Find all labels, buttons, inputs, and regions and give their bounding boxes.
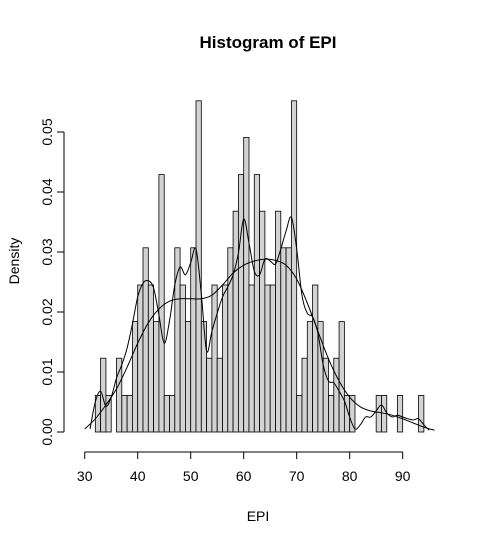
density-curve-wide — [84, 258, 435, 431]
histogram-bar-8 — [137, 284, 144, 433]
histogram-bar-7 — [132, 321, 139, 433]
histogram-bar-13 — [163, 394, 170, 433]
density-curve-narrow — [89, 216, 430, 431]
x-tick-label-0: 30 — [77, 468, 93, 484]
histogram-bar-29 — [248, 284, 255, 433]
histogram-bar-18 — [190, 247, 197, 433]
histogram-bar-53 — [375, 394, 382, 433]
y-tick-label-2: 0.02 — [39, 298, 55, 325]
density-curves — [84, 216, 435, 431]
histogram-bar-5 — [121, 394, 128, 433]
histogram-bar-2 — [105, 394, 112, 433]
x-tick-label-2: 50 — [183, 468, 199, 484]
x-tick-label-5: 80 — [342, 468, 358, 484]
histogram-bar-41 — [312, 284, 319, 433]
histogram-bar-15 — [174, 247, 181, 433]
histogram-bar-38 — [296, 394, 303, 433]
x-tick-label-6: 90 — [395, 468, 411, 484]
x-tick-label-3: 60 — [236, 468, 252, 484]
histogram-bar-44 — [328, 394, 335, 433]
histogram-bar-10 — [147, 284, 155, 433]
histogram-bar-26 — [232, 210, 239, 433]
x-tick-label-1: 40 — [130, 468, 146, 484]
histogram-bar-48 — [349, 394, 356, 433]
histogram-bar-1 — [100, 357, 107, 433]
histogram-bar-45 — [333, 357, 340, 433]
y-tick-label-5: 0.05 — [39, 118, 55, 145]
histogram-bar-24 — [222, 284, 229, 433]
histogram-bar-30 — [253, 174, 260, 433]
histogram-bar-36 — [285, 247, 292, 433]
histogram-bars — [94, 100, 425, 433]
histogram-bar-20 — [200, 321, 208, 433]
y-tick-label-4: 0.04 — [39, 178, 55, 205]
histogram-bar-23 — [216, 357, 223, 433]
y-tick-label-3: 0.03 — [39, 238, 55, 265]
histogram-bar-34 — [275, 210, 282, 433]
histogram-bar-21 — [206, 357, 213, 433]
x-axis: 30 40 50 60 70 80 90 — [77, 451, 411, 484]
chart-title: Histogram of EPI — [200, 33, 337, 52]
histogram-bar-14 — [169, 394, 176, 433]
histogram-bar-33 — [269, 284, 276, 433]
histogram-bar-32 — [264, 284, 271, 433]
y-tick-label-1: 0.01 — [39, 358, 55, 385]
histogram-bar-27 — [237, 174, 245, 433]
histogram-bar-57 — [396, 394, 404, 433]
y-axis: 0.00 0.01 0.02 0.03 0.04 0.05 — [39, 118, 65, 446]
histogram-bar-12 — [158, 174, 165, 433]
histogram-bar-9 — [142, 247, 149, 433]
histogram-bar-11 — [153, 321, 160, 433]
y-axis-label: Density — [6, 238, 22, 285]
histogram-bar-35 — [280, 247, 287, 433]
x-tick-label-4: 70 — [289, 468, 305, 484]
histogram-bar-61 — [418, 394, 425, 433]
histogram-bar-40 — [306, 321, 313, 433]
histogram-bar-4 — [116, 357, 123, 433]
histogram-bar-22 — [211, 284, 218, 433]
histogram-bar-6 — [126, 394, 133, 433]
y-tick-label-0: 0.00 — [39, 418, 55, 445]
histogram-bar-28 — [243, 136, 250, 433]
histogram-bar-17 — [184, 321, 192, 433]
histogram-bar-31 — [259, 210, 266, 433]
histogram-bar-46 — [338, 321, 345, 433]
histogram-bar-37 — [290, 100, 298, 433]
histogram-bar-39 — [301, 357, 308, 433]
histogram-bar-16 — [179, 284, 186, 433]
x-axis-label: EPI — [247, 508, 270, 524]
